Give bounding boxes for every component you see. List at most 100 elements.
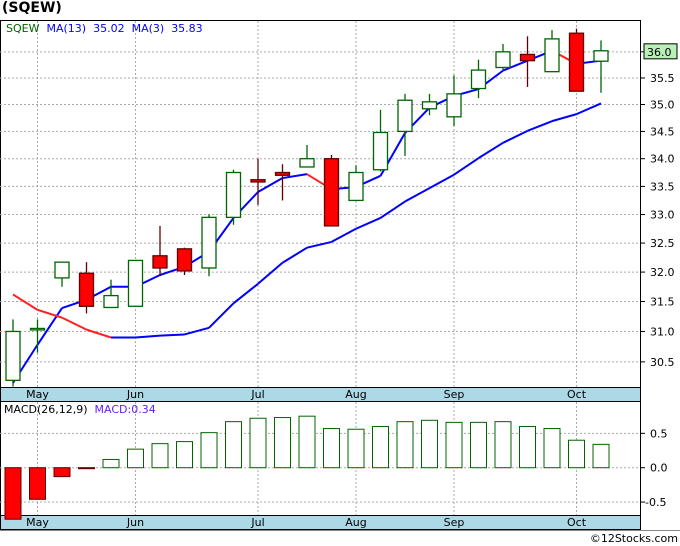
price-tick-label: 34.0 [650,153,675,166]
candle-body [29,327,46,331]
ma-line-MA3 [257,177,283,193]
ma-line-MA13 [159,333,185,337]
ma-line-MA13 [379,200,406,219]
month-label: Oct [567,388,587,401]
macd-bar [421,419,438,469]
ma-line-MA13 [477,141,504,160]
candle-body [176,248,193,272]
price-tick-label: 30.5 [650,356,675,369]
candle-body [152,255,168,269]
ma-line-MA13 [208,302,235,329]
price-tick-label: 31.0 [650,325,675,338]
date-strip-bottom [0,515,641,530]
price-tick-label: 31.5 [650,296,675,309]
month-label: Jun [126,516,144,529]
last-price-box [643,43,678,60]
month-label: Sep [444,388,465,401]
ma-line-MA13 [527,120,553,132]
candle-body [421,101,438,110]
macd-bar [4,467,22,520]
macd-bar [323,428,340,469]
legend-ma13-label: MA(13) [46,22,87,35]
legend-ticker: SQEW [6,22,40,35]
candle-body [78,272,95,307]
macd-bar [274,417,291,469]
candle-body [127,259,144,307]
candle-body [299,158,315,168]
ma-line-MA13 [355,217,381,230]
ma-line-MA13 [281,246,308,264]
ma-line-MA13 [232,283,259,305]
macd-bar [592,443,610,469]
price-tick-label: 34.5 [650,125,675,138]
price-tick-label: 35.5 [650,72,675,85]
month-label: Jul [250,388,264,401]
ma-line-MA13 [453,157,480,176]
month-label: Sep [444,516,465,529]
ma-line-MA13 [86,328,112,339]
chart-title: (SQEW) [2,0,62,16]
candle-body [544,38,560,73]
candle-body [593,50,609,62]
candle-body [372,131,389,171]
macd-bar [102,458,120,469]
ma-line-MA3 [282,173,308,180]
macd-bar [151,443,169,469]
candle-body [323,158,340,227]
macd-bar [298,415,316,469]
ma-line-MA13 [502,129,528,144]
ma-line-MA13 [306,240,332,249]
candle-body [201,216,217,269]
macd-bar [127,448,144,469]
price-tick-label: 33.0 [650,209,675,222]
macd-bar [29,467,46,500]
candle-body [225,171,242,219]
month-label: Jun [126,388,144,401]
macd-bar [78,467,95,470]
ma-line-MA13 [551,113,577,123]
macd-bar [53,467,71,478]
candle-body [568,32,585,92]
candle-body [103,294,119,309]
price-tick-label: 32.5 [650,237,675,250]
month-label: May [26,516,49,529]
date-strip-top [0,387,641,402]
price-tick-label: 33.5 [650,180,675,193]
ma-line-MA13 [429,173,455,189]
copyright-footer: ©12Stocks.com [589,532,678,545]
ma-line-MA13 [257,261,284,285]
ma-line-MA13 [331,227,357,243]
ma-line-MA13 [135,334,161,339]
macd-tick-label: -0.5 [645,496,666,509]
last-price-label: 36.0 [647,46,672,59]
price-tick-label: 32.0 [650,266,675,279]
macd-bar [249,417,267,469]
macd-legend: MACD(26,12,9) MACD:0.34 [4,403,156,416]
ma-line-MA13 [61,316,87,331]
macd-bar [470,421,487,469]
price-tick-label: 35.0 [650,98,675,111]
candle-body [495,51,511,69]
ma-line-MA13 [184,326,210,336]
macd-bar [176,441,193,469]
month-label: Aug [345,516,366,529]
macd-bar [372,425,389,469]
ma-line-MA13 [576,102,602,116]
candle-body [274,171,291,176]
macd-bar [519,425,536,469]
macd-value: MACD:0.34 [94,403,156,416]
candle-body [446,93,462,118]
month-label: May [26,388,49,401]
price-panel [0,20,641,388]
macd-bar [347,428,365,469]
ma-line-MA3 [502,59,528,72]
price-legend: SQEW MA(13) 35.02 MA(3) 35.83 [6,22,203,35]
ma-line-MA13 [37,308,63,319]
macd-bar [445,421,463,469]
macd-bar [200,432,218,469]
candle-body [397,99,413,133]
macd-bar [494,421,512,469]
ma-line-MA13 [12,293,39,311]
